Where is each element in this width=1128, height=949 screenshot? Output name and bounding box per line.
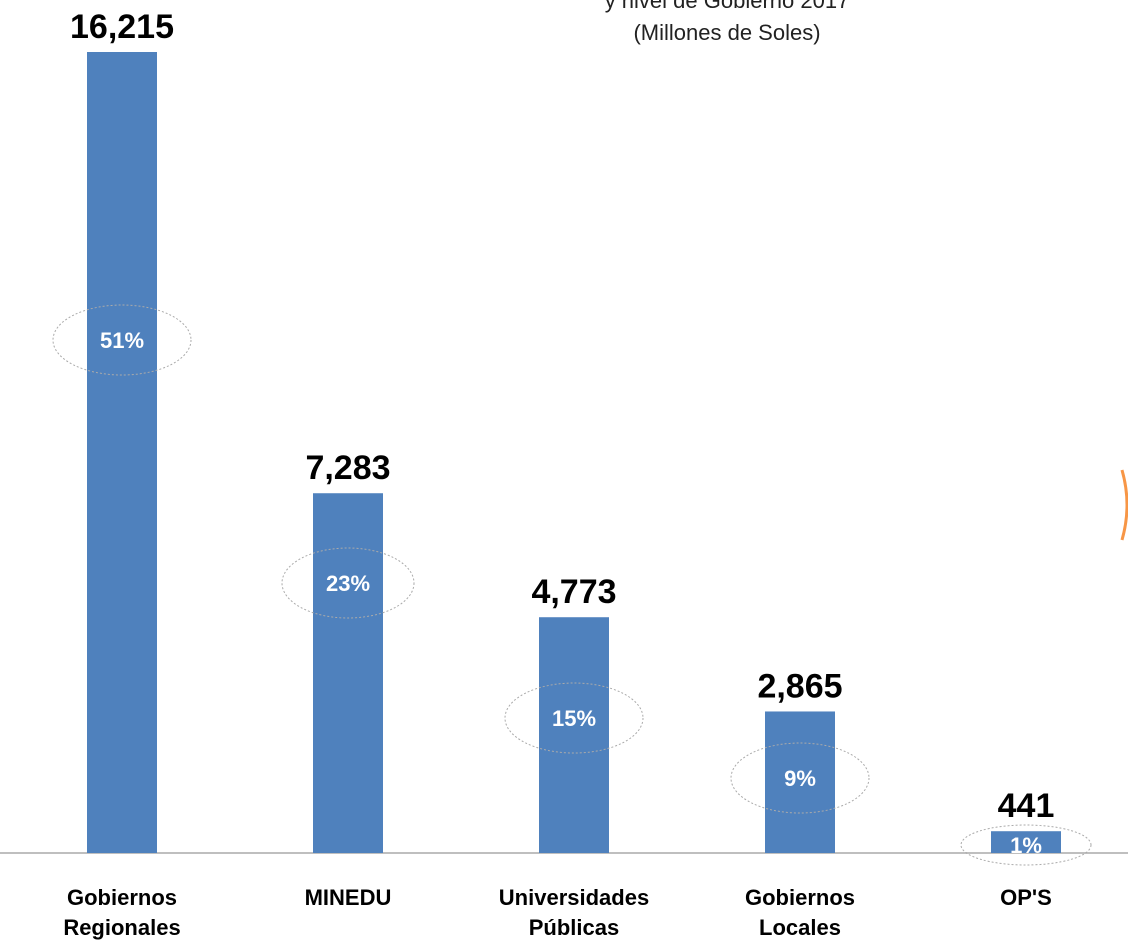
value-label: 4,773 <box>531 573 616 611</box>
x-tick-label: OP'S <box>1000 885 1052 910</box>
share-ellipse <box>281 547 415 619</box>
value-label: 16,215 <box>70 8 174 46</box>
share-label: 15% <box>552 706 596 731</box>
bar <box>313 493 383 853</box>
bar <box>87 52 157 853</box>
bar <box>765 711 835 853</box>
share-ellipse <box>504 682 644 754</box>
share-label: 23% <box>326 571 370 596</box>
value-label: 7,283 <box>305 449 390 487</box>
share-ellipse <box>960 824 1092 866</box>
share-label: 9% <box>784 766 816 791</box>
bar <box>991 831 1061 853</box>
share-ellipse <box>730 742 870 814</box>
bar <box>539 617 609 853</box>
chart-subtitle: (Millones de Soles) <box>633 20 820 45</box>
share-ellipse <box>52 304 192 376</box>
x-tick-label: Gobiernos Locales <box>744 885 855 940</box>
chart-title: y nivel de Gobierno 2017 <box>605 0 850 13</box>
x-tick-label: Gobiernos Regionales <box>63 885 181 940</box>
x-tick-label: Universidades Públicas <box>498 885 650 940</box>
share-label: 1% <box>1010 833 1042 858</box>
value-label: 441 <box>998 787 1055 825</box>
value-label: 2,865 <box>757 667 842 705</box>
x-tick-label: MINEDU <box>304 885 392 910</box>
decor-arc <box>1120 469 1128 541</box>
share-label: 51% <box>100 328 144 353</box>
